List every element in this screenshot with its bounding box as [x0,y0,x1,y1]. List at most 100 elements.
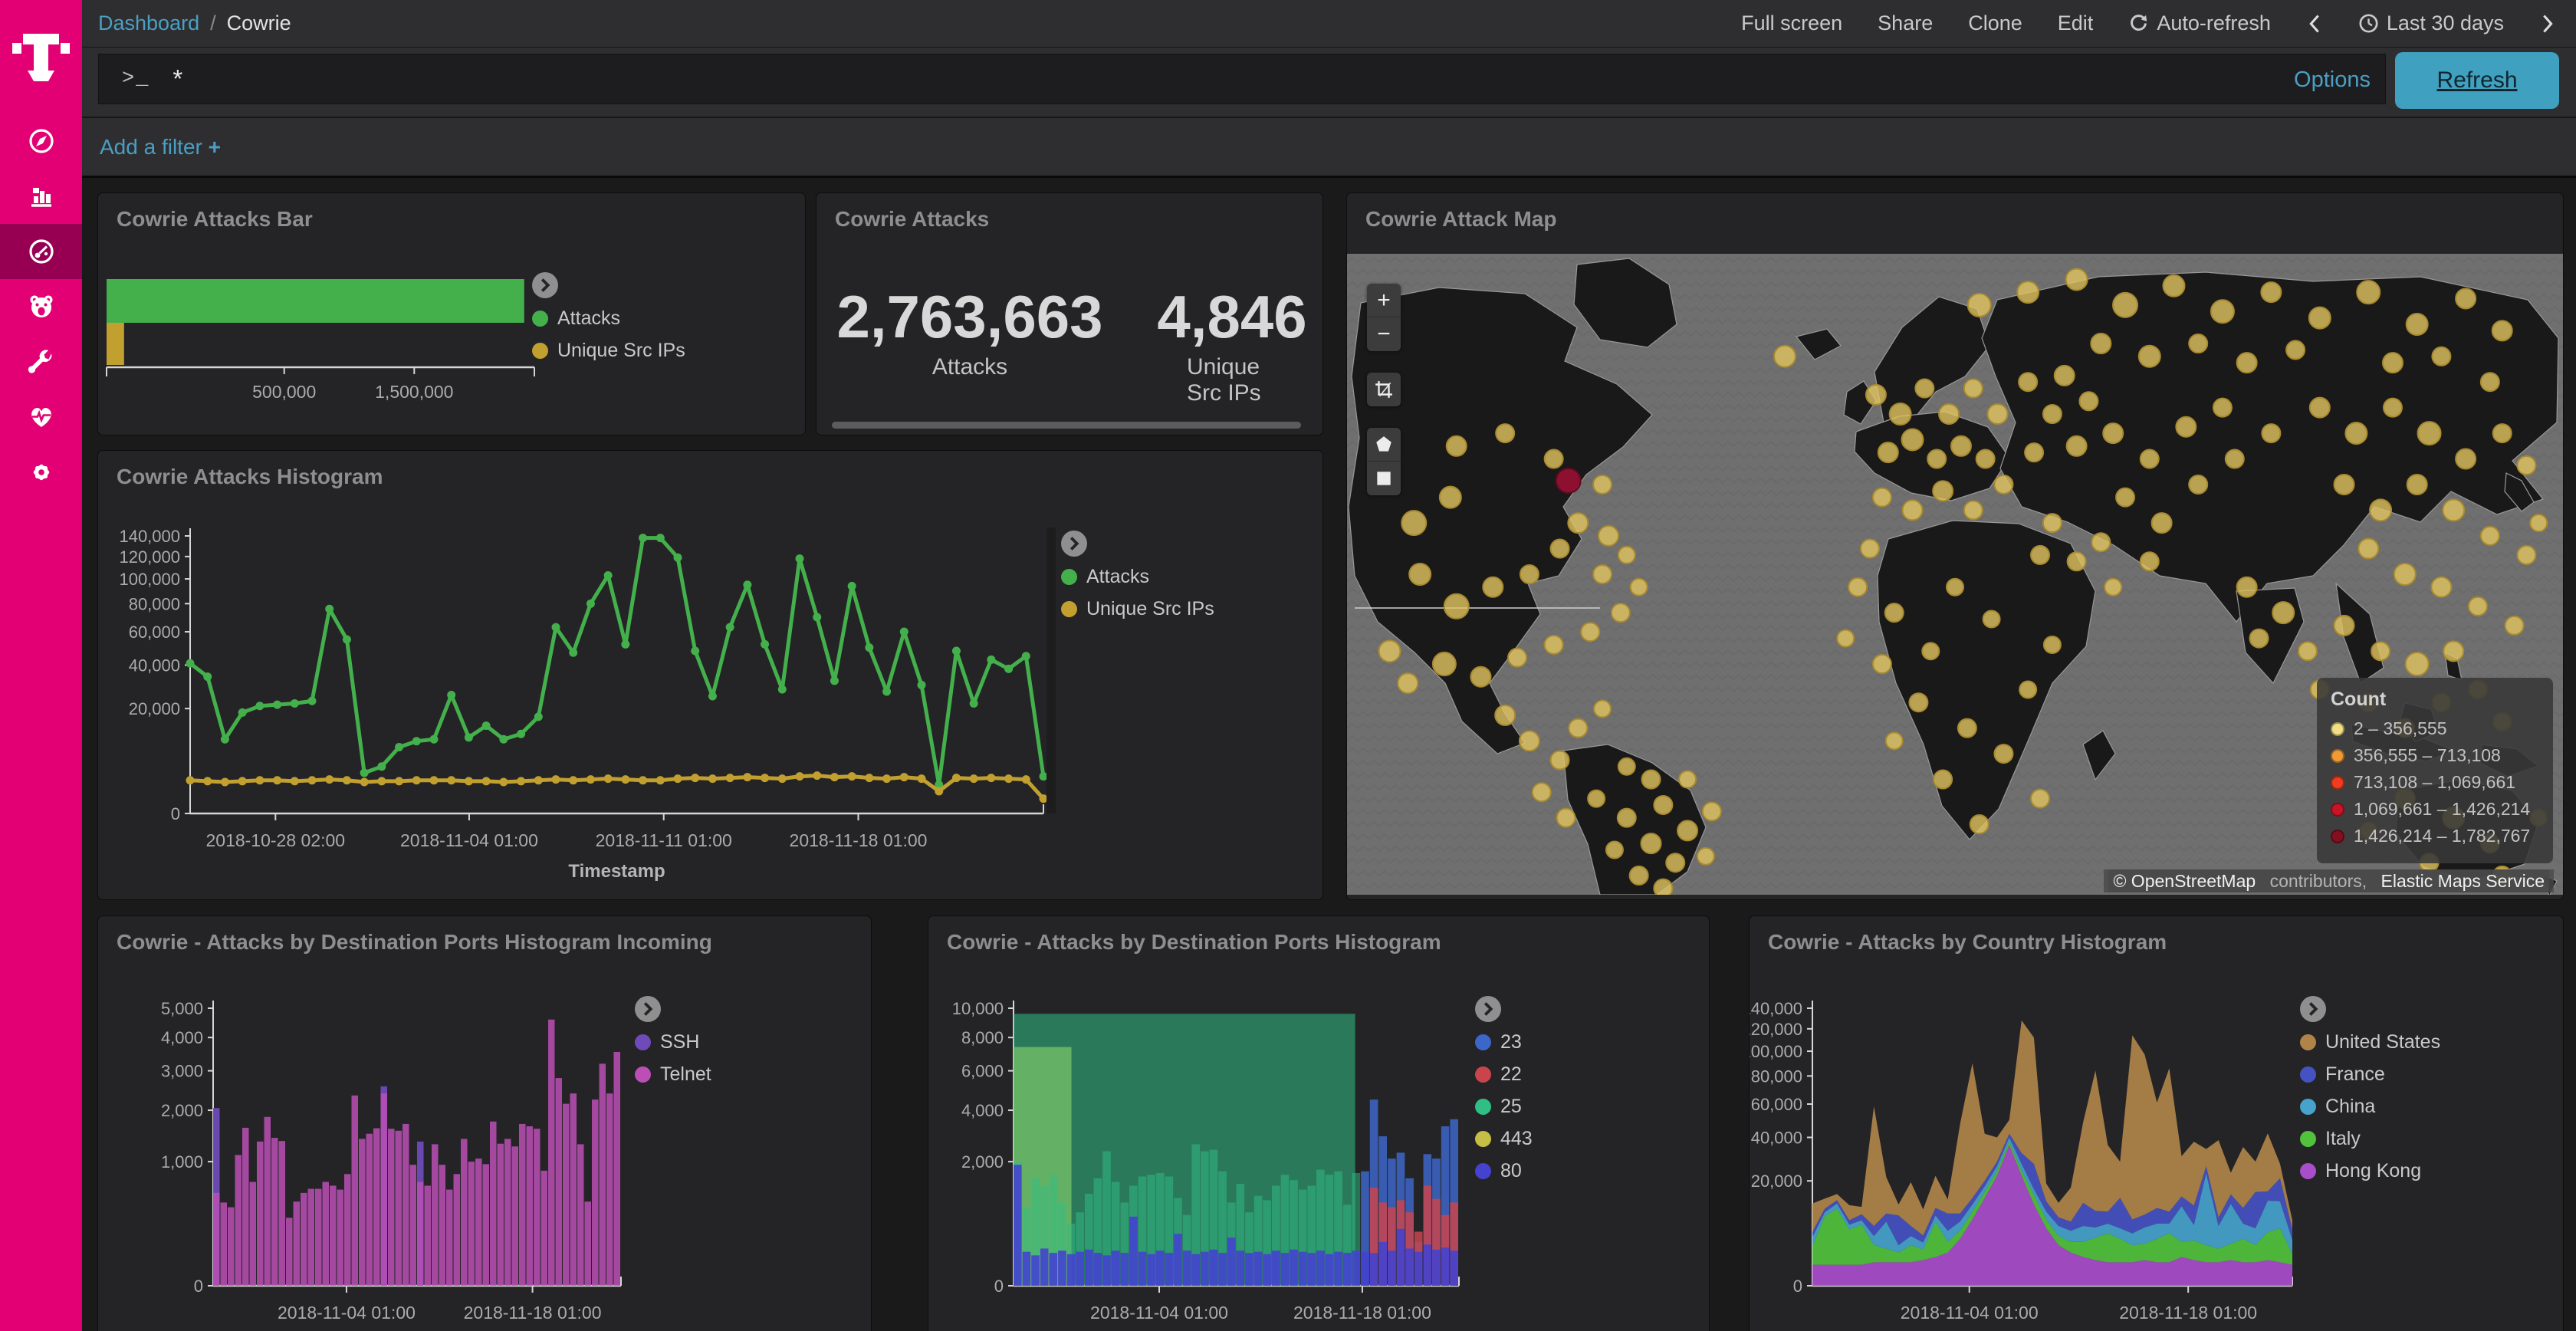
svg-text:2018-11-04 01:00: 2018-11-04 01:00 [400,830,538,850]
legend-item[interactable]: China [2300,1096,2440,1118]
legend-item-label: Attacks [557,307,620,329]
heartbeat-icon [31,408,51,427]
map-zoom-in-button[interactable]: + [1367,284,1401,317]
share-button[interactable]: Share [1878,12,1934,35]
panel-title: Cowrie Attack Map [1365,207,1557,231]
legend-item[interactable]: Attacks [1061,566,1214,588]
svg-text:2018-11-18 01:00: 2018-11-18 01:00 [464,1303,602,1323]
map-legend-title: Count [2331,689,2387,710]
legend-item[interactable]: Telnet [635,1063,711,1086]
dashboard-grid: Cowrie Attacks Bar 500,000 1,500,000 Atta… [82,178,2576,1331]
sidebar [0,0,82,1331]
legend-item[interactable]: 23 [1475,1031,1533,1053]
query-prompt-icon: >_ [122,67,150,90]
auto-refresh-button[interactable]: Auto-refresh [2128,12,2271,35]
sidebar-item-visualize[interactable] [0,169,82,224]
legend-item[interactable]: United States [2300,1031,2440,1053]
legend-item-label: Unique Src IPs [1086,598,1214,619]
svg-text:1,500,000: 1,500,000 [375,382,453,402]
sidebar-item-discover[interactable] [0,113,82,169]
map-draw-rectangle-button[interactable] [1367,373,1401,406]
bar-chart-icon [31,188,51,207]
country-chart: 0 20,000 40,000 60,000 80,000 100,000 120,000 1… [1750,999,2293,1323]
legend-item-label: Unique Src IPs [557,340,685,361]
world-map[interactable]: + − [1347,254,2563,895]
map-legend-color-dot [2331,829,2344,843]
legend-expand-button[interactable] [1061,531,1087,557]
sidebar-item-monitoring[interactable] [0,389,82,445]
options-link[interactable]: Options [2294,67,2371,92]
legend-item[interactable]: Unique Src IPs [532,340,685,362]
svg-text:5,000: 5,000 [161,999,203,1018]
legend-color-dot [2300,1066,2316,1083]
horizontal-scrollbar[interactable] [832,422,1301,429]
legend-item[interactable]: Unique Src IPs [1061,598,1214,620]
panel-attack-map: Cowrie Attack Map [1347,193,2563,899]
filter-bar: Add a filter + [82,118,2576,178]
time-range-picker[interactable]: Last 30 days [2358,12,2504,35]
chevron-right-icon [2543,14,2553,33]
legend-expand-button[interactable] [1475,996,1501,1022]
breadcrumb-page: Cowrie [226,12,291,35]
map-zoom-out-button[interactable]: − [1377,321,1391,347]
sidebar-item-management[interactable] [0,445,82,500]
openstreetmap-link[interactable]: © OpenStreetMap [2108,869,2261,892]
refresh-button[interactable]: Refresh [2395,52,2559,109]
legend-item-label: Telnet [660,1063,711,1085]
clone-button[interactable]: Clone [1968,12,2022,35]
legend-item[interactable]: Attacks [532,307,685,330]
legend-color-dot [532,311,548,327]
map-legend-color-dot [2331,802,2344,817]
sidebar-item-bear-plugin[interactable] [0,279,82,334]
legend-color-dot [635,1066,651,1083]
svg-text:0: 0 [194,1277,203,1296]
legend-expand-button[interactable] [635,996,661,1022]
map-legend-range-label: 2 – 356,555 [2354,718,2447,738]
legend-item[interactable]: Hong Kong [2300,1160,2440,1182]
panel-ports: Cowrie - Attacks by Destination Ports Hi… [928,916,1709,1331]
map-legend-color-dot [2331,721,2344,736]
svg-text:Timestamp: Timestamp [568,861,665,882]
panel-title: Cowrie - Attacks by Country Histogram [1768,930,2167,954]
legend-color-dot [1475,1066,1491,1083]
svg-text:1,000: 1,000 [161,1152,203,1172]
legend-expand-button[interactable] [532,272,558,298]
compass-icon [28,129,54,153]
sidebar-item-devtools[interactable] [0,334,82,389]
panel-attacks-bar: Cowrie Attacks Bar 500,000 1,500,000 Atta… [98,193,805,435]
map-draw-square-button[interactable] [1367,462,1401,495]
panel-title: Cowrie - Attacks by Destination Ports Hi… [117,930,712,954]
svg-text:40,000: 40,000 [1751,1129,1802,1148]
legend-item[interactable]: Italy [2300,1128,2440,1150]
legend-item[interactable]: 443 [1475,1128,1533,1150]
legend-color-dot [1475,1099,1491,1115]
breadcrumb-dashboard-link[interactable]: Dashboard [98,12,200,35]
elastic-maps-link[interactable]: Elastic Maps Service [2376,869,2549,892]
map-draw-polygon-button[interactable] [1367,428,1401,462]
legend-color-dot [2300,1163,2316,1179]
legend: Attacks Unique Src IPs [532,272,685,362]
top-navigation: Dashboard / Cowrie Full screen Share Clo… [82,0,2576,48]
map-count-legend: Count 2 – 356,555 356,555 – 713,108 713,10… [2317,678,2553,863]
legend-item-label: United States [2325,1031,2441,1053]
legend-expand-button[interactable] [2300,996,2326,1022]
legend-item-label: Hong Kong [2325,1160,2422,1181]
panel-attacks-histogram: Cowrie Attacks Histogram 0 20,000 40,000 60… [98,451,1322,899]
legend-item[interactable]: 80 [1475,1160,1533,1182]
full-screen-button[interactable]: Full screen [1741,12,1843,35]
time-range-back-button[interactable] [2306,13,2323,35]
edit-button[interactable]: Edit [2057,12,2094,35]
add-filter-button[interactable]: Add a filter + [100,134,221,159]
legend-item[interactable]: 22 [1475,1063,1533,1086]
svg-text:2018-10-28 02:00: 2018-10-28 02:00 [205,830,345,850]
sidebar-item-dashboard[interactable] [0,224,82,279]
legend-item-label: China [2325,1096,2376,1117]
time-range-forward-button[interactable] [2539,13,2556,35]
tmobile-logo-icon[interactable] [12,23,70,84]
legend-item[interactable]: 25 [1475,1096,1533,1118]
legend-item[interactable]: France [2300,1063,2440,1086]
legend-item[interactable]: SSH [635,1031,711,1053]
legend-item-label: SSH [660,1031,700,1053]
search-input[interactable]: >_ * [98,54,2386,104]
vertical-scrollbar[interactable] [1046,527,1056,813]
